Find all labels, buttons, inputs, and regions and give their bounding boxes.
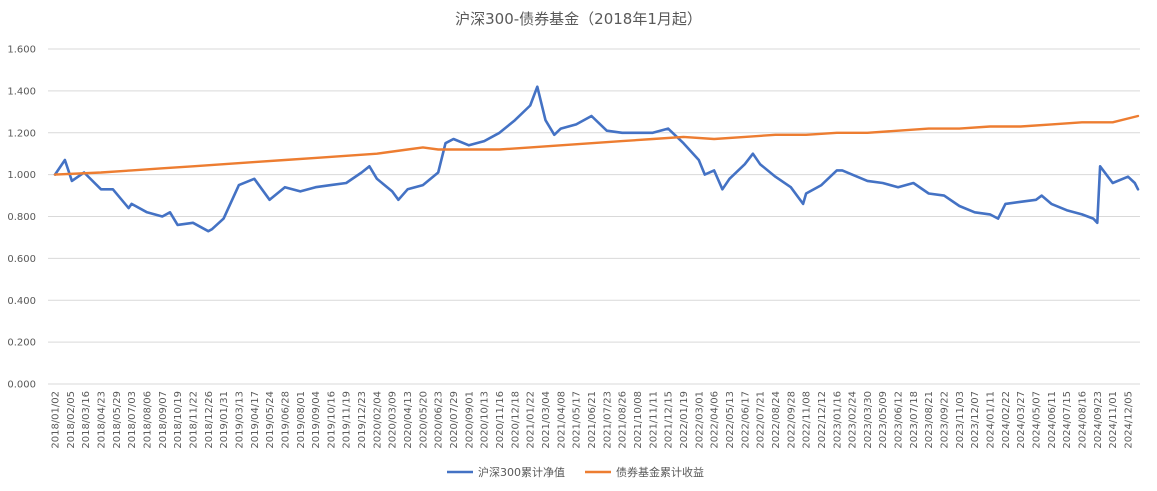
x-tick-label: 2022/11/08	[802, 391, 813, 449]
x-tick-label: 2018/08/06	[142, 391, 153, 449]
x-tick-label: 2022/04/06	[710, 391, 721, 449]
series-line-1	[53, 85, 1140, 233]
x-tick-label: 2019/06/28	[280, 391, 291, 449]
legend-label-1: 沪深300累计净值	[478, 465, 565, 479]
y-tick-label: 1.200	[7, 128, 36, 139]
x-tick-label: 2021/08/26	[618, 391, 629, 449]
x-tick-label: 2024/12/05	[1124, 391, 1135, 449]
x-tick-label: 2024/02/22	[1001, 391, 1012, 449]
x-tick-label: 2021/10/08	[633, 391, 644, 449]
x-tick-label: 2020/04/13	[403, 391, 414, 449]
x-tick-label: 2018/04/23	[96, 391, 107, 449]
y-axis-ticks: 0.000 0.200 0.400 0.600 0.800 1.000 1.200 1.400…	[7, 45, 36, 391]
legend: 沪深300累计净值 债券基金累计收益	[447, 465, 704, 479]
y-tick-label: 0.200	[7, 338, 36, 349]
x-tick-label: 2022/06/17	[740, 391, 751, 449]
x-tick-label: 2019/08/01	[296, 391, 307, 449]
x-tick-label: 2022/07/21	[756, 391, 767, 449]
x-tick-label: 2019/03/13	[234, 391, 245, 449]
x-tick-label: 2018/07/03	[127, 391, 138, 449]
x-tick-label: 2020/11/16	[495, 391, 506, 449]
x-tick-label: 2019/05/24	[265, 391, 276, 449]
x-tick-label: 2019/04/17	[250, 391, 261, 449]
y-tick-label: 0.600	[7, 254, 36, 265]
y-tick-label: 0.800	[7, 212, 36, 223]
x-tick-label: 2021/06/21	[587, 391, 598, 449]
x-tick-label: 2018/05/29	[112, 391, 123, 449]
x-tick-label: 2020/12/18	[510, 391, 521, 449]
x-tick-label: 2022/03/01	[694, 391, 705, 449]
x-tick-label: 2024/09/23	[1093, 391, 1104, 449]
x-tick-label: 2018/03/16	[81, 391, 92, 449]
series-line-2	[53, 114, 1140, 176]
x-tick-label: 2019/09/04	[311, 391, 322, 449]
x-tick-label: 2023/07/18	[909, 391, 920, 449]
x-tick-label: 2019/10/16	[326, 391, 337, 449]
x-tick-label: 2024/05/07	[1032, 391, 1043, 449]
y-tick-label: 0.400	[7, 296, 36, 307]
x-tick-label: 2020/03/09	[388, 391, 399, 449]
y-tick-label: 1.600	[7, 45, 36, 56]
x-tick-label: 2021/05/17	[572, 391, 583, 449]
x-tick-label: 2021/03/04	[541, 391, 552, 449]
x-tick-label: 2024/01/11	[986, 391, 997, 449]
x-tick-label: 2019/01/31	[219, 391, 230, 449]
x-tick-label: 2021/01/22	[526, 391, 537, 449]
x-tick-label: 2023/09/22	[940, 391, 951, 449]
x-tick-label: 2023/01/16	[832, 391, 843, 449]
x-tick-label: 2018/09/07	[158, 391, 169, 449]
x-tick-label: 2018/11/22	[188, 391, 199, 449]
x-tick-label: 2019/11/19	[342, 391, 353, 449]
x-tick-label: 2023/02/24	[848, 391, 859, 449]
x-tick-label: 2022/08/24	[771, 391, 782, 449]
chart-title: 沪深300-债券基金（2018年1月起）	[455, 10, 702, 28]
series-lines	[53, 85, 1140, 233]
x-tick-label: 2023/03/30	[863, 391, 874, 449]
x-tick-label: 2023/12/07	[970, 391, 981, 449]
x-tick-label: 2020/09/01	[464, 391, 475, 449]
x-tick-label: 2021/04/08	[556, 391, 567, 449]
y-tick-label: 1.400	[7, 86, 36, 97]
x-tick-label: 2018/02/05	[66, 391, 77, 449]
x-tick-label: 2023/05/09	[878, 391, 889, 449]
x-tick-label: 2020/05/20	[418, 391, 429, 449]
x-tick-label: 2021/12/15	[664, 391, 675, 449]
x-tick-label: 2022/01/19	[679, 391, 690, 449]
x-tick-label: 2018/12/26	[204, 391, 215, 449]
x-tick-label: 2018/01/02	[51, 391, 62, 449]
x-tick-label: 2024/11/01	[1108, 391, 1119, 449]
x-tick-label: 2023/06/12	[894, 391, 905, 449]
y-tick-label: 0.000	[7, 380, 36, 391]
x-tick-label: 2019/12/23	[357, 391, 368, 449]
x-tick-label: 2024/07/15	[1062, 391, 1073, 449]
x-tick-label: 2022/12/12	[817, 391, 828, 449]
x-tick-label: 2020/07/29	[449, 391, 460, 449]
x-tick-label: 2022/09/28	[786, 391, 797, 449]
x-tick-label: 2020/06/23	[434, 391, 445, 449]
grid-lines	[48, 48, 1140, 385]
x-tick-label: 2024/06/11	[1047, 391, 1058, 449]
x-tick-label: 2024/03/27	[1016, 391, 1027, 449]
legend-label-2: 债券基金累计收益	[616, 465, 704, 479]
x-tick-label: 2023/11/03	[955, 391, 966, 449]
x-tick-label: 2020/02/04	[372, 391, 383, 449]
y-tick-label: 1.000	[7, 170, 36, 181]
x-tick-label: 2024/08/16	[1078, 391, 1089, 449]
x-tick-label: 2020/10/13	[480, 391, 491, 449]
x-tick-label: 2022/05/13	[725, 391, 736, 449]
x-tick-label: 2023/08/21	[924, 391, 935, 449]
x-tick-label: 2021/07/23	[602, 391, 613, 449]
x-axis-ticks: 2018/01/02 2018/02/05 2018/03/16 2018/04/23…	[51, 391, 1135, 449]
x-tick-label: 2021/11/11	[648, 391, 659, 449]
x-tick-label: 2018/10/19	[173, 391, 184, 449]
